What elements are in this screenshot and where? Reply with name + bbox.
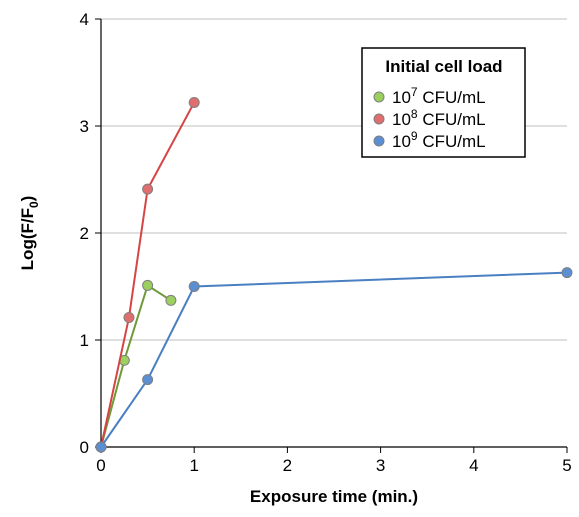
axes	[95, 18, 568, 453]
series-2	[95, 267, 573, 453]
x-tick-label: 4	[469, 456, 478, 475]
legend-marker	[373, 113, 385, 125]
y-tick-label: 4	[80, 10, 89, 29]
y-axis-title-subscript: 0	[27, 201, 41, 208]
x-tick-label: 0	[96, 456, 105, 475]
data-point	[165, 294, 177, 306]
legend-marker	[373, 135, 385, 147]
x-tick-label: 1	[189, 456, 198, 475]
x-axis-title: Exposure time (min.)	[250, 487, 418, 506]
data-point	[188, 96, 200, 108]
legend-marker	[373, 91, 385, 103]
data-point	[561, 267, 573, 279]
series-1	[95, 96, 200, 453]
grid-lines	[101, 18, 567, 341]
series-line	[100, 283, 172, 448]
x-tick-label: 2	[283, 456, 292, 475]
data-point	[142, 374, 154, 386]
y-axis-title: Log(F/F0)	[18, 196, 41, 271]
y-tick-label: 2	[80, 224, 89, 243]
x-tick-label: 3	[376, 456, 385, 475]
y-axis-title-end: )	[18, 196, 37, 202]
legend-box	[361, 47, 526, 158]
legend-label: 107 CFU/mL	[392, 85, 486, 107]
data-point	[95, 441, 107, 453]
series-line	[100, 271, 568, 448]
data-point	[123, 312, 135, 324]
legend-label: 109 CFU/mL	[392, 129, 486, 151]
series-layer	[95, 96, 573, 453]
series-0	[95, 279, 177, 453]
x-tick-label: 5	[562, 456, 571, 475]
tick-labels: 0 1 2 3 4 0 1 2 3 4 5	[80, 10, 572, 475]
legend-label: 108 CFU/mL	[392, 107, 486, 129]
data-point	[142, 183, 154, 195]
data-point	[142, 279, 154, 291]
y-tick-label: 3	[80, 117, 89, 136]
y-tick-label: 0	[80, 438, 89, 457]
data-point	[188, 281, 200, 292]
y-tick-label: 1	[80, 331, 89, 350]
series-line	[100, 101, 196, 448]
legend-title: Initial cell load	[385, 57, 502, 76]
y-axis-title-main: Log(F/F	[18, 208, 37, 270]
